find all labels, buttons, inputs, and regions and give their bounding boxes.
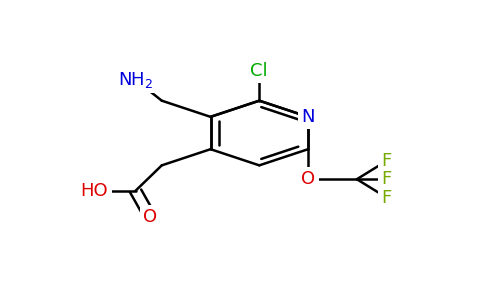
- Text: NH$_2$: NH$_2$: [118, 70, 153, 90]
- Text: HO: HO: [80, 182, 108, 200]
- Text: F: F: [382, 170, 392, 188]
- Text: Cl: Cl: [251, 62, 268, 80]
- Text: O: O: [301, 170, 315, 188]
- Text: F: F: [382, 189, 392, 207]
- Text: O: O: [143, 208, 158, 226]
- Text: F: F: [382, 152, 392, 170]
- Text: N: N: [302, 108, 315, 126]
